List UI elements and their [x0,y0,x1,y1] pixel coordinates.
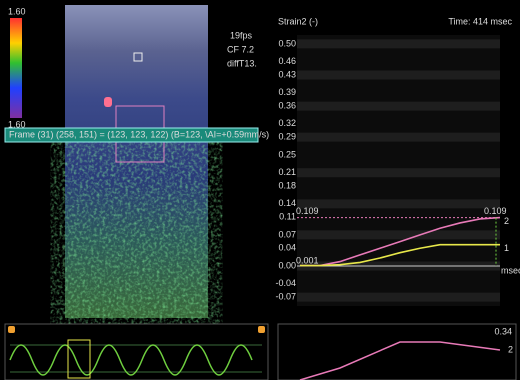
y-tick-label: -0.07 [275,291,296,301]
color-bar [10,18,22,118]
peak-label-right: 0.109 [484,206,507,216]
y-tick-label: 0.11 [279,212,296,222]
page: {"colorbar": {"top": "1.60", "bottom": "… [0,0,520,380]
fps-label: 19fps [230,30,253,40]
y-tick-label: 0.14 [278,198,296,208]
ultrasound-texture [65,150,208,318]
chart-title: Strain2 (-) [278,16,318,26]
y-tick-label: 0.36 [278,100,296,110]
y-tick-label: 0.50 [278,38,296,48]
mini-value: 0.34 [494,326,512,336]
y-tick-label: -0.04 [275,278,296,288]
y-tick-label: 0.29 [278,132,296,142]
legend-label: 2 [504,216,509,226]
y-tick-label: 0.25 [278,149,296,159]
nav-right[interactable] [258,326,265,333]
mini-marker: 2 [508,344,513,354]
y-tick-label: 0.39 [278,87,296,97]
y-tick-label: 0.46 [278,56,296,66]
y-tick-label: 0.07 [278,229,296,239]
y-tick-label: 0.21 [278,167,296,177]
frame-info: Frame (31) (258, 151) = (123, 123, 122) … [9,129,269,139]
roi-point [104,97,112,107]
start-label: 0.001 [296,255,319,265]
y-tick-label: 0.43 [278,69,296,79]
y-tick-label: 0.00 [278,260,296,270]
plot: 0.50 0.46 0.43 0.39 0.36 0.32 0.29 0.25 0.21 0.18… [275,35,520,306]
y-tick-label: 0.04 [278,243,296,253]
y-tick-label: 0.32 [278,118,296,128]
x-unit: msec [501,265,520,275]
screen: 1.60 1.60 19fps CF 7.2 diffT13. Frame (3… [0,0,520,380]
nav-left[interactable] [8,326,15,333]
peak-label-left: 0.109 [296,206,319,216]
y-tick-label: 0.18 [278,180,296,190]
mini-panel [278,324,516,380]
legend-label: 1 [504,243,509,253]
time-label: Time: 414 msec [448,16,512,26]
cf-label: CF 7.2 [227,44,254,54]
diff-label: diffT13. [227,58,257,68]
color-bar-top: 1.60 [8,6,26,16]
